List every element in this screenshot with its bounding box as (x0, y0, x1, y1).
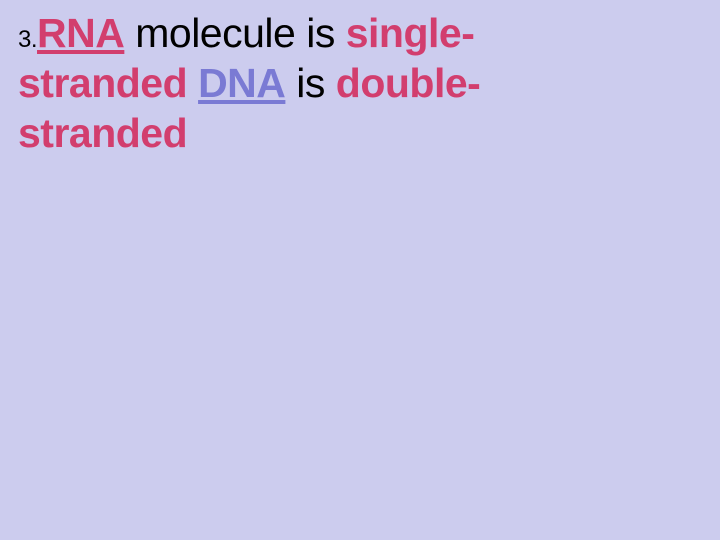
term-stranded-2: stranded (18, 110, 187, 156)
slide: 3.RNA molecule is single-stranded DNA is… (0, 0, 720, 540)
text-segment: molecule is (124, 10, 345, 56)
text-segment: is (285, 60, 335, 106)
term-stranded-1: stranded (18, 60, 187, 106)
term-single: single- (346, 10, 475, 56)
term-dna: DNA (198, 60, 285, 106)
term-double: double- (336, 60, 481, 106)
list-number: 3. (18, 26, 37, 53)
term-rna: RNA (37, 10, 124, 56)
slide-text: 3.RNA molecule is single-stranded DNA is… (18, 8, 702, 158)
text-spacer (187, 60, 198, 106)
